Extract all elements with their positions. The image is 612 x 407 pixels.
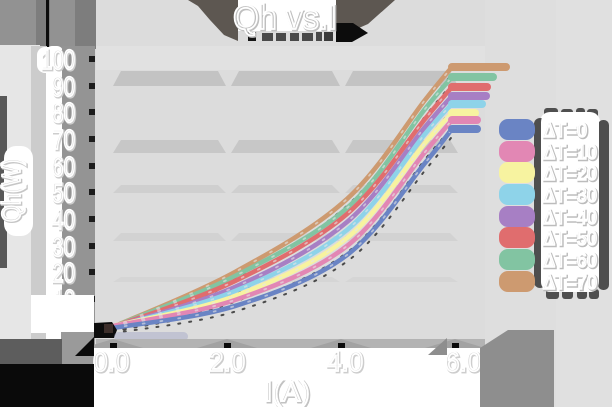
svg-text:40: 40 <box>53 205 76 236</box>
svg-text:90: 90 <box>52 71 75 102</box>
svg-text:ΔT=40: ΔT=40 <box>544 208 598 230</box>
svg-text:4.0: 4.0 <box>328 347 364 378</box>
svg-text:ΔT=50: ΔT=50 <box>544 229 598 251</box>
svg-text:6.0: 6.0 <box>445 346 481 377</box>
svg-text:50: 50 <box>53 178 76 209</box>
svg-text:60: 60 <box>53 152 76 183</box>
svg-text:ΔT=10: ΔT=10 <box>544 143 598 165</box>
svg-text:2.0: 2.0 <box>210 347 246 378</box>
svg-text:100: 100 <box>41 44 75 75</box>
svg-text:ΔT=0: ΔT=0 <box>543 120 587 142</box>
svg-text:ΔT=30: ΔT=30 <box>544 186 598 208</box>
svg-text:ΔT=70: ΔT=70 <box>543 272 597 294</box>
svg-text:30: 30 <box>53 232 76 263</box>
svg-text:4.0: 4.0 <box>327 346 363 377</box>
svg-text:ΔT=40: ΔT=40 <box>543 207 597 229</box>
svg-text:2.0: 2.0 <box>209 346 245 377</box>
svg-text:ΔT=10: ΔT=10 <box>543 142 597 164</box>
svg-text:60: 60 <box>52 151 75 182</box>
svg-text:6.0: 6.0 <box>446 347 482 378</box>
svg-text:30: 30 <box>52 231 75 262</box>
svg-text:70: 70 <box>52 124 75 155</box>
svg-text:70: 70 <box>53 125 76 156</box>
svg-text:100: 100 <box>42 45 76 76</box>
svg-text:40: 40 <box>52 204 75 235</box>
svg-text:I(A): I(A) <box>264 376 309 407</box>
svg-text:Qh(W): Qh(W) <box>0 158 26 222</box>
svg-text:ΔT=70: ΔT=70 <box>544 273 598 295</box>
svg-text:ΔT=30: ΔT=30 <box>543 185 597 207</box>
svg-text:80: 80 <box>52 97 75 128</box>
svg-text:Qh vs.I: Qh vs.I <box>233 0 337 37</box>
svg-text:0.0: 0.0 <box>94 347 130 378</box>
svg-text:90: 90 <box>53 72 76 103</box>
svg-text:ΔT=0: ΔT=0 <box>544 121 588 143</box>
svg-text:ΔT=60: ΔT=60 <box>544 251 598 273</box>
svg-text:20: 20 <box>52 257 75 288</box>
svg-text:I(A): I(A) <box>265 377 310 407</box>
svg-text:Qh(W): Qh(W) <box>0 159 27 223</box>
svg-text:ΔT=50: ΔT=50 <box>543 228 597 250</box>
svg-text:ΔT=20: ΔT=20 <box>543 163 597 185</box>
svg-text:80: 80 <box>53 98 76 129</box>
svg-text:50: 50 <box>52 177 75 208</box>
svg-text:Qh vs.I: Qh vs.I <box>234 0 338 38</box>
svg-text:20: 20 <box>53 258 76 289</box>
svg-text:0.0: 0.0 <box>93 346 129 377</box>
svg-text:ΔT=20: ΔT=20 <box>544 164 598 186</box>
svg-text:ΔT=60: ΔT=60 <box>543 250 597 272</box>
